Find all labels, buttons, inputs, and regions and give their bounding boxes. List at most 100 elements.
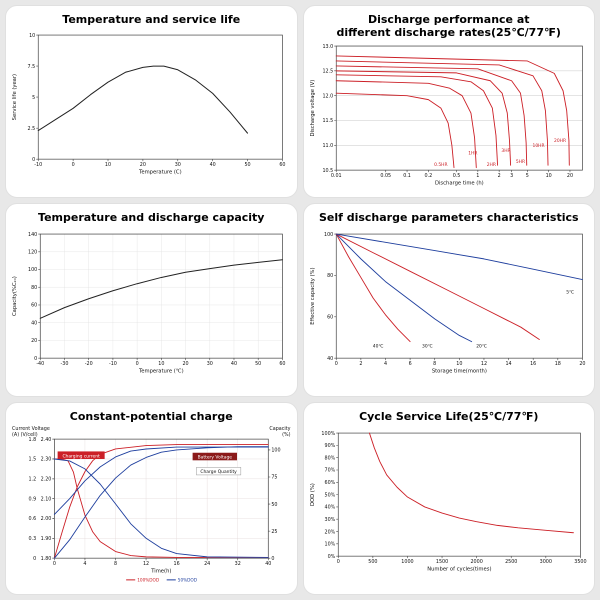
svg-text:3500: 3500 [574,559,586,565]
svg-text:0: 0 [271,556,274,562]
svg-text:40: 40 [231,361,237,367]
svg-text:5HR: 5HR [515,159,524,165]
svg-text:10HR: 10HR [532,143,544,149]
svg-text:140: 140 [28,231,37,237]
svg-text:11.5: 11.5 [322,119,333,125]
svg-text:18: 18 [554,361,560,367]
svg-text:Discharge voltage (V): Discharge voltage (V) [310,80,316,137]
svg-text:40%: 40% [324,504,335,510]
svg-text:11.0: 11.0 [322,143,333,149]
svg-text:1.8: 1.8 [29,437,37,443]
svg-text:75: 75 [271,475,277,481]
svg-text:50: 50 [255,361,261,367]
svg-text:2.40: 2.40 [41,437,52,443]
svg-text:60: 60 [327,314,333,320]
svg-text:Effective capacity (%): Effective capacity (%) [310,267,316,324]
svg-text:70%: 70% [324,468,335,474]
card-temperature-discharge-capacity: Temperature and discharge capacity -40 -3… [5,203,298,397]
card-temperature-service-life: Temperature and service life -10 0 10 20 30 4… [5,5,298,199]
svg-text:50: 50 [244,162,250,168]
svg-text:2000: 2000 [470,559,482,565]
chart-title-discharge-performance: Discharge performance at different disch… [336,13,561,40]
svg-text:60%: 60% [324,480,335,486]
svg-text:24: 24 [204,561,210,567]
svg-text:0.6: 0.6 [29,516,37,522]
svg-text:Charge Quantity: Charge Quantity [200,469,237,475]
svg-text:1HR: 1HR [468,151,477,157]
svg-text:3HR: 3HR [501,148,510,154]
card-self-discharge: Self discharge parameters characteristic… [302,203,595,397]
svg-text:Discharge time (h): Discharge time (h) [434,181,483,187]
svg-text:40: 40 [31,320,37,326]
svg-text:80: 80 [31,284,37,290]
svg-text:0: 0 [72,162,75,168]
chart-title-temperature-discharge-capacity: Temperature and discharge capacity [38,211,265,225]
svg-text:5℃: 5℃ [566,289,574,295]
svg-text:10: 10 [105,162,111,168]
svg-text:25: 25 [271,529,277,535]
chart-title-cycle-service-life: Cycle Service Life(25℃/77℉) [359,409,539,423]
svg-text:20: 20 [182,361,188,367]
chart-cycle-service-life: 0 500 1000 1500 2000 2500 3000 3500 0% 10% 20% 30% 4… [308,425,591,592]
svg-text:3: 3 [510,174,513,180]
card-cycle-service-life: Cycle Service Life(25℃/77℉) 0 500 1000 1500… [302,401,595,595]
svg-text:2HR: 2HR [486,162,495,168]
svg-text:2: 2 [359,361,362,367]
svg-text:0%: 0% [327,554,335,560]
svg-text:20HR: 20HR [554,138,566,144]
svg-text:12.5: 12.5 [322,69,333,75]
svg-text:0.3: 0.3 [29,536,37,542]
svg-text:4: 4 [83,561,86,567]
svg-text:0.05: 0.05 [380,174,391,180]
svg-text:12: 12 [480,361,486,367]
svg-text:0.2: 0.2 [424,174,432,180]
svg-text:0: 0 [53,561,56,567]
svg-text:20%: 20% [324,529,335,535]
svg-text:40: 40 [265,561,271,567]
svg-text:-40: -40 [36,361,44,367]
svg-text:DOD (%): DOD (%) [310,483,316,506]
chart-temperature-discharge-capacity: -40 -30 -20 -10 0 10 20 30 40 50 60 0 20 40 60 80 100 120… [10,227,293,394]
svg-text:30: 30 [207,361,213,367]
svg-text:0.1: 0.1 [403,174,411,180]
svg-text:4: 4 [383,361,386,367]
card-constant-potential-charge: Constant-potential charge 0 4 8 12 16 24 32 40 0… [5,401,298,595]
svg-text:100: 100 [28,267,37,273]
svg-text:60: 60 [31,302,37,308]
svg-text:60: 60 [279,361,285,367]
svg-text:0: 0 [336,559,339,565]
svg-text:0: 0 [136,361,139,367]
svg-text:80%: 80% [324,455,335,461]
svg-text:Storage time(month): Storage time(month) [431,368,486,374]
svg-text:1.90: 1.90 [41,536,52,542]
svg-text:Current Voltage: Current Voltage [12,426,50,432]
svg-text:10: 10 [456,361,462,367]
svg-text:10.5: 10.5 [322,168,333,174]
svg-text:-10: -10 [34,162,42,168]
svg-text:40: 40 [210,162,216,168]
svg-text:10: 10 [29,33,35,39]
svg-text:3000: 3000 [539,559,551,565]
svg-text:5: 5 [525,174,528,180]
svg-text:40: 40 [327,355,333,361]
svg-text:90%: 90% [324,443,335,449]
svg-text:100%DOD: 100%DOD [137,577,159,582]
svg-text:Charging current: Charging current [62,453,100,459]
svg-text:Service life (year): Service life (year) [12,74,18,120]
svg-text:100: 100 [324,231,333,237]
svg-text:Temperature (C): Temperature (C) [138,169,182,175]
svg-text:2.20: 2.20 [41,476,52,482]
svg-text:1.2: 1.2 [29,476,37,482]
svg-text:100: 100 [271,448,280,454]
svg-text:Time(h): Time(h) [150,568,171,574]
chart-constant-potential-charge: 0 4 8 12 16 24 32 40 0 0.3 0.6 0.9 1.2 1.5 1.8 1.80 1.90… [10,425,293,592]
svg-text:8: 8 [114,561,117,567]
svg-text:10: 10 [545,174,551,180]
svg-text:5: 5 [32,95,35,101]
svg-text:16: 16 [530,361,536,367]
svg-text:0.9: 0.9 [29,496,37,502]
chart-title-self-discharge: Self discharge parameters characteristic… [318,211,579,225]
card-discharge-performance: Discharge performance at different disch… [302,5,595,199]
chart-self-discharge: 0 2 4 6 8 10 12 14 16 18 20 40 60 80 100 40℃ 30℃ 20℃ 5℃ Sto… [308,227,591,394]
